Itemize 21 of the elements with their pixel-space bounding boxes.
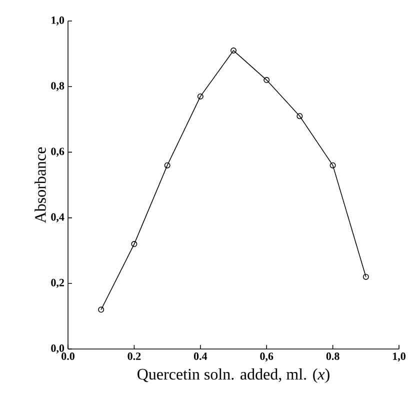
x-tick-label: 0.2 xyxy=(128,352,141,360)
y-tick-label: 0,4 xyxy=(51,213,64,222)
x-tick-label: 0.4 xyxy=(194,352,208,360)
y-tick-label: 0,6 xyxy=(51,148,64,157)
y-tick-label: 1,0 xyxy=(52,16,64,26)
x-axis-title: Quercetin soln. added, ml. (x) xyxy=(138,368,330,383)
point xyxy=(164,162,170,168)
y-axis-title: Absorbance xyxy=(34,147,46,224)
x-tick-label: 0.8 xyxy=(326,352,340,360)
point xyxy=(330,162,336,168)
point xyxy=(131,241,138,248)
x-tick-label: 0,6 xyxy=(260,352,274,362)
point xyxy=(296,113,303,120)
point xyxy=(230,48,237,54)
point xyxy=(197,93,204,100)
y-tick-label: 0,8 xyxy=(51,82,64,92)
point xyxy=(264,77,270,84)
x-tick-label: 0.0 xyxy=(62,352,74,360)
y-tick-label: 0,0 xyxy=(51,344,64,354)
y-tick-label: 0,2 xyxy=(51,278,64,288)
x-tick-label: 1,0 xyxy=(393,352,406,362)
